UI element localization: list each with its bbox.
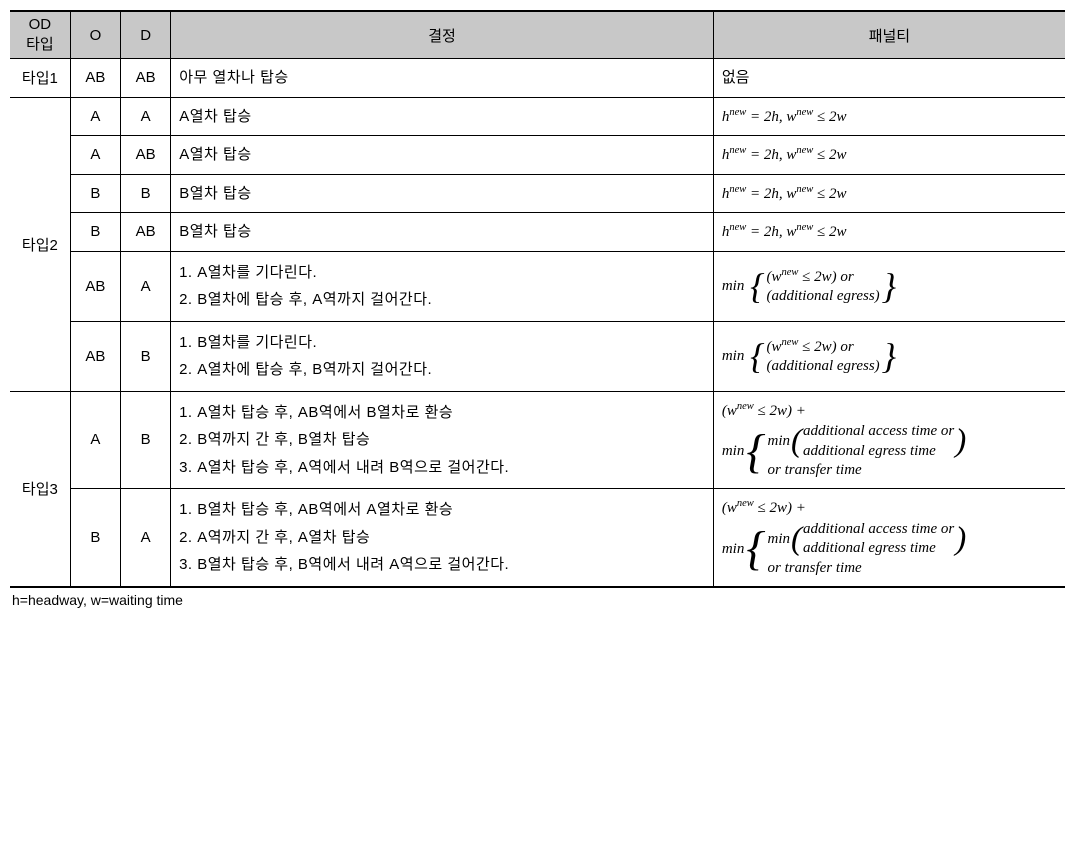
cell-o: AB	[70, 321, 120, 391]
cell-d: AB	[121, 136, 171, 175]
col-d: D	[121, 11, 171, 59]
cell-d: A	[121, 97, 171, 136]
cell-d: A	[121, 251, 171, 321]
cell-decision: A열차 탑승	[171, 97, 714, 136]
cell-d: AB	[121, 59, 171, 98]
cell-d: B	[121, 174, 171, 213]
col-o: O	[70, 11, 120, 59]
cell-penalty: hnew = 2h, wnew ≤ 2w	[713, 213, 1065, 252]
cell-o: B	[70, 213, 120, 252]
cell-decision: B열차를 기다린다. A열차에 탑승 후, B역까지 걸어간다.	[171, 321, 714, 391]
cell-o: AB	[70, 59, 120, 98]
cell-o: A	[70, 136, 120, 175]
type1-label: 타입1	[10, 59, 70, 98]
cell-o: B	[70, 489, 120, 587]
table-row: B B B열차 탑승 hnew = 2h, wnew ≤ 2w	[10, 174, 1065, 213]
cell-o: B	[70, 174, 120, 213]
cell-penalty: min { (wnew ≤ 2w) or (additional egress)…	[713, 321, 1065, 391]
table-row: B A B열차 탑승 후, AB역에서 A열차로 환승 A역까지 간 후, A열…	[10, 489, 1065, 587]
type2-label: 타입2	[10, 97, 70, 391]
cell-decision: A열차 탑승 후, AB역에서 B열차로 환승 B역까지 간 후, B열차 탑승…	[171, 391, 714, 489]
cell-penalty: (wnew ≤ 2w) + min { min ( additional acc…	[713, 391, 1065, 489]
cell-d: A	[121, 489, 171, 587]
table-row: AB B B열차를 기다린다. A열차에 탑승 후, B역까지 걸어간다. mi…	[10, 321, 1065, 391]
table-row: 타입1 AB AB 아무 열차나 탑승 없음	[10, 59, 1065, 98]
cell-decision: B열차 탑승 후, AB역에서 A열차로 환승 A역까지 간 후, A열차 탑승…	[171, 489, 714, 587]
col-od-type: OD 타입	[10, 11, 70, 59]
type3-label: 타입3	[10, 391, 70, 587]
cell-penalty: hnew = 2h, wnew ≤ 2w	[713, 136, 1065, 175]
col-decision: 결정	[171, 11, 714, 59]
table-row: 타입2 A A A열차 탑승 hnew = 2h, wnew ≤ 2w	[10, 97, 1065, 136]
cell-penalty: hnew = 2h, wnew ≤ 2w	[713, 97, 1065, 136]
col-penalty: 패널티	[713, 11, 1065, 59]
cell-o: A	[70, 97, 120, 136]
cell-d: B	[121, 321, 171, 391]
cell-penalty: 없음	[713, 59, 1065, 98]
cell-penalty: hnew = 2h, wnew ≤ 2w	[713, 174, 1065, 213]
cell-d: B	[121, 391, 171, 489]
cell-decision: B열차 탑승	[171, 213, 714, 252]
cell-o: AB	[70, 251, 120, 321]
cell-penalty: (wnew ≤ 2w) + min { min ( additional acc…	[713, 489, 1065, 587]
table-row: 타입3 A B A열차 탑승 후, AB역에서 B열차로 환승 B역까지 간 후…	[10, 391, 1065, 489]
cell-o: A	[70, 391, 120, 489]
cell-decision: A열차를 기다린다. B열차에 탑승 후, A역까지 걸어간다.	[171, 251, 714, 321]
cell-decision: B열차 탑승	[171, 174, 714, 213]
footnote: h=headway, w=waiting time	[10, 588, 1065, 608]
table-row: B AB B열차 탑승 hnew = 2h, wnew ≤ 2w	[10, 213, 1065, 252]
cell-penalty: min { (wnew ≤ 2w) or (additional egress)…	[713, 251, 1065, 321]
cell-decision: 아무 열차나 탑승	[171, 59, 714, 98]
table-row: AB A A열차를 기다린다. B열차에 탑승 후, A역까지 걸어간다. mi…	[10, 251, 1065, 321]
cell-decision: A열차 탑승	[171, 136, 714, 175]
header-row: OD 타입 O D 결정 패널티	[10, 11, 1065, 59]
od-type-table: OD 타입 O D 결정 패널티 타입1 AB AB 아무 열차나 탑승 없음 …	[10, 10, 1065, 588]
cell-d: AB	[121, 213, 171, 252]
table-row: A AB A열차 탑승 hnew = 2h, wnew ≤ 2w	[10, 136, 1065, 175]
